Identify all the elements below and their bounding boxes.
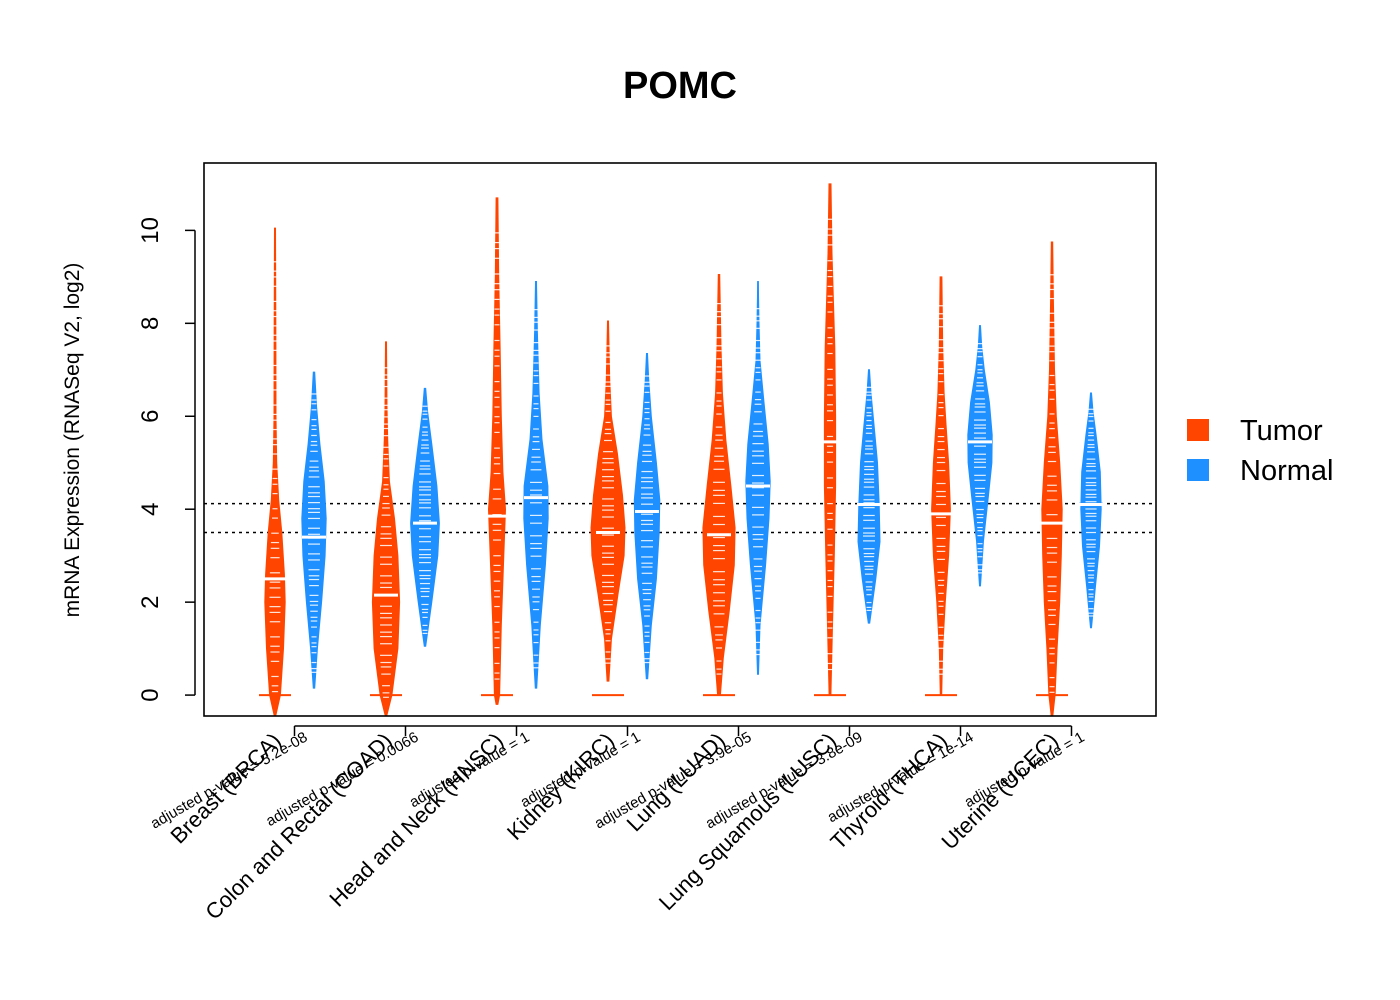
legend: Tumor Normal (1187, 415, 1333, 487)
tumor-violin-7 (925, 276, 957, 697)
normal-violin-4 (633, 353, 661, 680)
y-tick-label: 4 (137, 503, 164, 516)
normal-violin-body (1080, 392, 1102, 629)
normal-violin-1 (301, 371, 327, 689)
violin-plots (259, 183, 1103, 717)
y-axis: 0 2 4 6 8 10 (137, 217, 196, 702)
normal-violin-8 (1079, 392, 1103, 629)
pvalue-label: adjusted p-value = 1 (962, 729, 1088, 811)
tumor-violin-body (590, 320, 626, 682)
normal-violin-body (633, 353, 661, 680)
legend-label-tumor: Tumor (1240, 415, 1323, 447)
y-tick-label: 0 (137, 688, 164, 701)
pvalue-label: adjusted p-value = 1 (407, 729, 533, 811)
tumor-violin-2 (370, 341, 402, 717)
tumor-violin-4 (590, 320, 626, 697)
tumor-violin-1 (259, 227, 291, 717)
normal-violin-6 (857, 369, 881, 624)
y-axis-label: mRNA Expression (RNASeq V2, log2) (61, 263, 84, 618)
chart-title: POMC (623, 65, 737, 107)
tumor-violin-body (1041, 241, 1063, 717)
tumor-violin-8 (1036, 241, 1068, 717)
normal-violin-body (857, 369, 881, 624)
normal-violin-body (523, 281, 549, 689)
tumor-violin-6 (814, 183, 846, 697)
normal-violin-3 (523, 281, 549, 689)
tumor-violin-body (371, 341, 401, 717)
plot-frame (203, 162, 1157, 717)
normal-violin-body (301, 371, 327, 689)
legend-swatch-tumor (1187, 419, 1209, 441)
y-tick-label: 10 (137, 217, 164, 244)
y-tick-label: 2 (137, 595, 164, 608)
normal-violin-body (745, 281, 771, 675)
tumor-violin-5 (702, 274, 736, 697)
legend-label-normal: Normal (1240, 455, 1333, 487)
tumor-violin-body (702, 274, 736, 696)
y-tick-label: 8 (137, 317, 164, 330)
normal-violin-7 (967, 325, 993, 587)
normal-violin-body (967, 325, 993, 587)
tumor-violin-body (264, 227, 286, 717)
tumor-violin-3 (481, 197, 513, 705)
reference-lines (204, 502, 1156, 534)
normal-violin-body (410, 387, 440, 647)
normal-violin-5 (745, 281, 771, 675)
y-tick-label: 6 (137, 410, 164, 423)
tumor-violin-body (487, 197, 507, 705)
legend-swatch-normal (1187, 459, 1209, 481)
normal-violin-2 (410, 387, 440, 647)
tumor-violin-body (823, 183, 837, 696)
tumor-violin-body (931, 276, 951, 696)
x-axis: Breast (BRCA)adjusted p-value = 5.2e-08C… (148, 725, 1088, 925)
